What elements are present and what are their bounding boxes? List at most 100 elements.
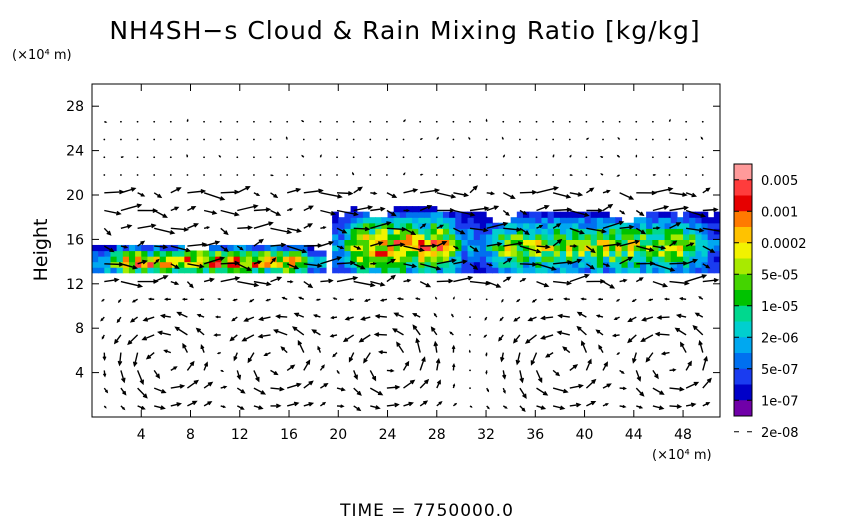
field-cell — [609, 228, 616, 235]
field-cell — [541, 244, 549, 252]
field-cell — [399, 222, 407, 229]
field-cell — [301, 267, 309, 274]
colorbar-cell — [734, 321, 752, 338]
field-cell — [639, 233, 647, 240]
field-cell — [252, 244, 259, 252]
field-cell — [159, 256, 167, 263]
wind-vector — [452, 120, 455, 123]
wind-vector — [585, 120, 588, 123]
field-cell — [412, 261, 419, 268]
wind-vector — [486, 280, 502, 288]
field-cell — [510, 233, 518, 240]
wind-vector — [120, 138, 122, 141]
field-cell — [572, 211, 579, 218]
wind-vector — [595, 329, 604, 336]
field-cell — [442, 233, 450, 240]
field-cell — [245, 256, 253, 263]
field-cell — [566, 217, 573, 224]
wind-vector — [553, 259, 573, 265]
wind-vector — [685, 242, 695, 247]
wind-vector — [685, 258, 699, 265]
field-cell — [695, 233, 703, 240]
field-cell — [276, 256, 284, 263]
field-cell — [498, 222, 506, 229]
wind-vector — [374, 313, 387, 319]
wind-vector — [530, 352, 538, 366]
field-cell — [578, 256, 586, 263]
wind-vector — [369, 370, 377, 382]
wind-vector — [469, 280, 491, 286]
field-cell — [578, 217, 586, 224]
wind-vector — [386, 274, 396, 283]
field-cell — [332, 244, 339, 252]
wind-vector — [270, 209, 282, 216]
wind-vector — [392, 328, 404, 336]
field-cell — [406, 256, 413, 263]
field-cell — [627, 233, 635, 240]
field-cell — [707, 267, 715, 274]
wind-vector — [253, 207, 272, 213]
field-cell — [399, 239, 407, 246]
field-cell — [424, 239, 432, 246]
field-cell — [436, 211, 444, 218]
field-cell — [541, 228, 549, 235]
field-cell — [590, 222, 598, 229]
field-cell — [289, 261, 296, 268]
wind-vector — [403, 119, 406, 123]
wind-vector — [580, 297, 587, 301]
wind-vector — [536, 387, 549, 396]
wind-vector — [436, 224, 445, 229]
field-cell — [639, 222, 647, 229]
field-cell — [683, 211, 690, 218]
wind-vector — [569, 154, 572, 158]
field-cell — [116, 256, 124, 263]
field-cell — [153, 261, 161, 268]
field-cell — [424, 217, 432, 224]
wind-vector — [170, 227, 190, 232]
wind-vector — [452, 383, 456, 389]
wind-vector — [265, 298, 271, 302]
field-cell — [165, 244, 173, 252]
field-cell — [147, 267, 155, 274]
field-cell — [104, 256, 112, 263]
field-cell — [559, 228, 567, 235]
field-cell — [128, 261, 136, 268]
field-cell — [92, 256, 99, 263]
wind-vector — [104, 121, 108, 123]
wind-vector — [319, 401, 327, 407]
field-cell — [547, 228, 555, 235]
field-cell — [221, 256, 229, 263]
field-cell — [467, 244, 475, 252]
field-cell — [110, 267, 118, 274]
field-cell — [603, 250, 610, 257]
field-cell — [375, 250, 382, 257]
wind-vector — [419, 400, 429, 407]
wind-vector — [535, 156, 538, 159]
field-cell — [436, 244, 444, 252]
field-cell — [381, 250, 389, 257]
field-cell — [98, 250, 105, 257]
field-cell — [110, 256, 118, 263]
field-cell — [338, 256, 346, 263]
field-cell — [695, 261, 703, 268]
wind-vector — [679, 297, 687, 301]
wind-vector — [595, 314, 604, 318]
wind-vector — [568, 138, 571, 141]
wind-vector — [403, 245, 425, 252]
wind-vector — [360, 316, 371, 321]
wind-vector — [486, 263, 494, 267]
field-cell — [683, 244, 690, 252]
colorbar-label: 5e-05 — [761, 268, 799, 283]
wind-vector — [169, 156, 172, 159]
field-cell — [596, 244, 604, 252]
wind-vector — [153, 138, 156, 141]
wind-vector — [403, 188, 419, 194]
field-cell — [252, 256, 259, 263]
wind-vector — [129, 316, 139, 323]
field-cell — [492, 228, 499, 235]
wind-vector — [535, 174, 538, 176]
field-cell — [313, 267, 321, 274]
field-cell — [713, 239, 720, 246]
wind-vector — [104, 277, 120, 283]
field-cell — [289, 256, 296, 263]
